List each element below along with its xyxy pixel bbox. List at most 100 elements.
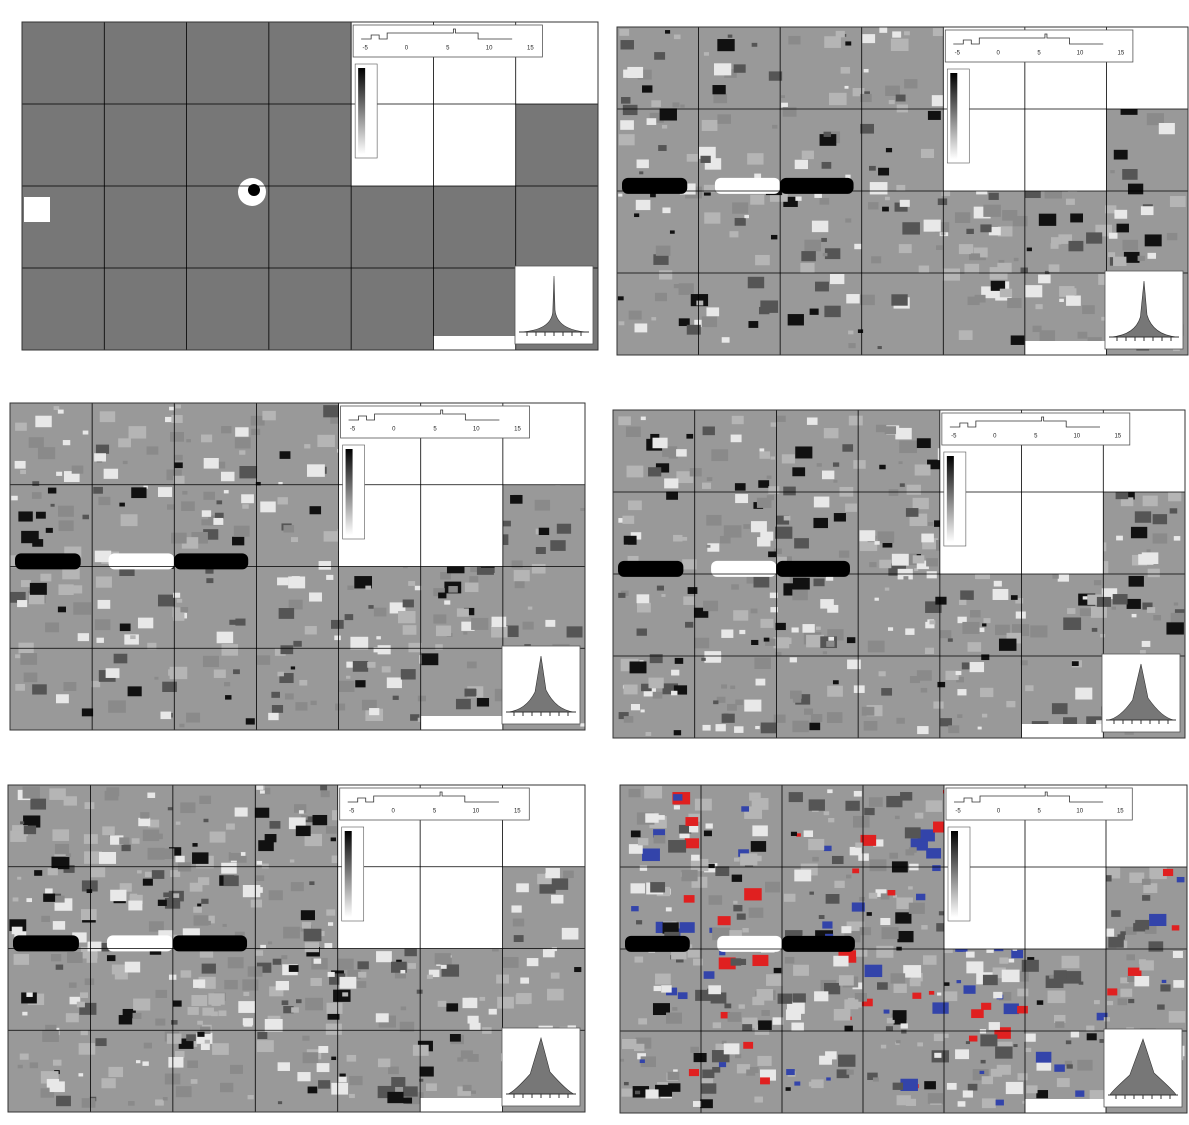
texture	[892, 31, 902, 38]
texture	[1079, 608, 1091, 617]
texture	[766, 495, 775, 501]
texture	[738, 849, 749, 857]
texture	[391, 1077, 406, 1087]
texture	[925, 621, 935, 629]
texture	[511, 905, 522, 913]
texture	[966, 228, 974, 235]
texture	[938, 911, 945, 916]
texture	[226, 823, 235, 830]
texture	[1173, 602, 1179, 606]
texture	[1021, 959, 1039, 972]
texture	[299, 679, 308, 686]
texture	[26, 992, 33, 997]
texture	[1146, 113, 1164, 126]
texture	[823, 428, 839, 439]
scale-label: 0	[997, 809, 1001, 815]
texture	[35, 511, 46, 519]
texture	[694, 319, 705, 328]
texture	[1035, 1051, 1052, 1063]
texture	[637, 838, 649, 846]
texture	[676, 471, 694, 484]
anomaly	[625, 935, 690, 952]
texture	[852, 88, 865, 97]
colorbar	[950, 73, 958, 159]
texture	[11, 926, 23, 935]
scale-label: 10	[486, 46, 493, 52]
texture	[492, 946, 499, 952]
texture	[896, 104, 908, 113]
texture	[997, 262, 1012, 273]
texture	[620, 97, 631, 104]
texture	[1093, 1000, 1100, 1005]
texture	[933, 701, 944, 709]
texture	[914, 568, 919, 572]
texture	[186, 439, 191, 443]
texture	[760, 300, 779, 313]
texture	[856, 996, 864, 1002]
texture	[770, 234, 778, 240]
texture	[1139, 650, 1146, 655]
texture	[187, 1060, 198, 1068]
texture	[871, 256, 882, 264]
texture	[260, 501, 276, 513]
texture	[822, 252, 828, 257]
texture	[876, 945, 894, 958]
texture	[863, 68, 869, 73]
texture	[627, 66, 644, 78]
texture	[1117, 934, 1125, 940]
texture	[387, 1091, 404, 1104]
texture	[243, 991, 250, 997]
texture	[681, 536, 688, 541]
texture	[224, 979, 238, 990]
texture	[72, 932, 87, 943]
texture	[653, 835, 666, 844]
texture	[645, 731, 652, 736]
texture	[491, 626, 508, 638]
texture	[317, 434, 335, 448]
texture	[821, 237, 827, 242]
texture	[143, 485, 148, 489]
texture	[827, 789, 833, 794]
texture	[469, 1022, 481, 1031]
texture	[673, 534, 683, 542]
texture	[995, 1099, 1004, 1106]
texture	[346, 675, 351, 679]
texture	[693, 607, 709, 618]
texture	[813, 578, 825, 587]
texture	[1116, 535, 1123, 541]
texture	[652, 437, 668, 449]
texture	[542, 949, 555, 958]
texture	[665, 30, 671, 34]
texture	[912, 992, 922, 999]
scale-label: 10	[1076, 809, 1083, 815]
texture	[1093, 580, 1102, 586]
texture	[1013, 1044, 1018, 1048]
texture	[747, 276, 765, 289]
texture	[892, 1010, 907, 1020]
texture	[288, 599, 303, 610]
texture	[685, 621, 694, 628]
texture	[561, 927, 579, 940]
texture	[242, 979, 259, 991]
texture	[954, 212, 971, 223]
texture	[62, 567, 80, 580]
texture	[730, 434, 742, 443]
texture	[50, 503, 55, 507]
texture	[147, 642, 157, 650]
texture	[122, 460, 128, 465]
texture	[792, 577, 810, 590]
texture	[637, 69, 652, 80]
texture	[574, 967, 582, 973]
texture	[329, 973, 346, 985]
texture	[342, 992, 349, 997]
texture	[318, 561, 331, 570]
texture	[205, 567, 214, 574]
texture	[250, 899, 263, 908]
texture	[296, 999, 302, 1004]
texture	[180, 802, 196, 814]
texture	[298, 810, 304, 814]
texture	[892, 1082, 904, 1090]
texture	[637, 1053, 646, 1060]
texture	[901, 1029, 907, 1034]
texture	[998, 991, 1012, 1001]
